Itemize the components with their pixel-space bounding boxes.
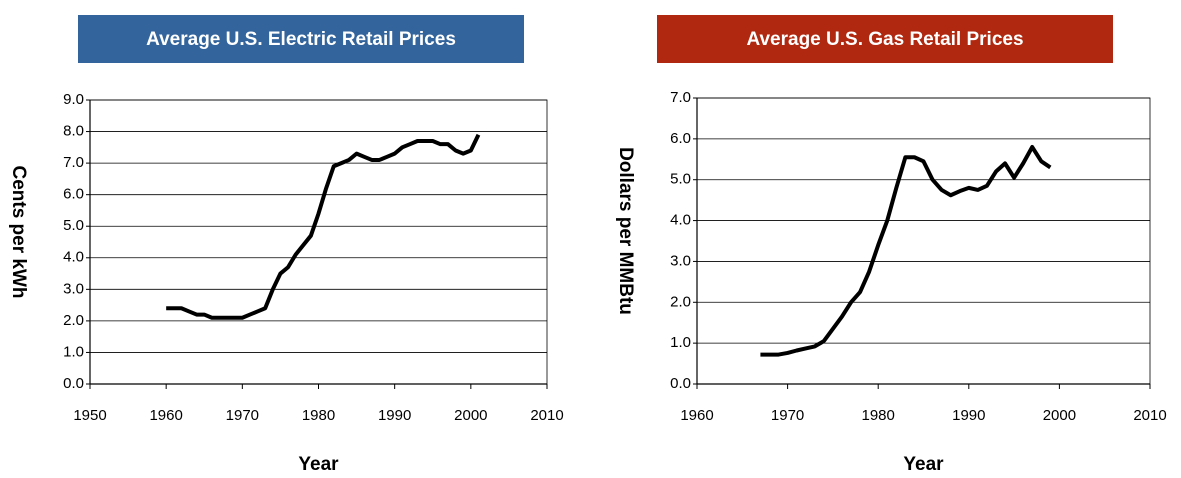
x-axis-title: Year	[903, 454, 944, 475]
x-tick-label: 2000	[1043, 407, 1076, 424]
y-tick-label: 7.0	[670, 89, 691, 106]
y-tick-label: 6.0	[670, 130, 691, 147]
x-tick-label: 1990	[378, 407, 411, 424]
y-tick-label: 1.0	[63, 343, 84, 360]
y-tick-label: 3.0	[63, 280, 84, 297]
x-tick-label: 1990	[952, 407, 985, 424]
x-tick-label: 1950	[73, 407, 106, 424]
x-tick-label: 2010	[1133, 407, 1166, 424]
y-tick-label: 6.0	[63, 186, 84, 203]
y-tick-label: 9.0	[63, 91, 84, 108]
x-tick-label: 2000	[454, 407, 487, 424]
x-tick-label: 1960	[680, 407, 713, 424]
chart-title: Average U.S. Gas Retail Prices	[746, 29, 1023, 50]
y-tick-label: 1.0	[670, 334, 691, 351]
x-axis-title: Year	[298, 454, 339, 475]
plot-frame	[696, 97, 1151, 385]
title-banner	[657, 15, 1113, 63]
x-tick-label: 1970	[226, 407, 259, 424]
y-axis-title: Dollars per MMBtu	[615, 147, 636, 315]
y-tick-label: 3.0	[670, 252, 691, 269]
line-series	[166, 133, 481, 320]
y-tick-label: 7.0	[63, 154, 84, 171]
plot-frame	[89, 99, 548, 385]
y-axis-title: Cents per kWh	[8, 165, 29, 298]
x-tick-label: 1980	[862, 407, 895, 424]
y-tick-label: 8.0	[63, 123, 84, 140]
y-tick-label: 5.0	[63, 217, 84, 234]
line-series	[760, 145, 1052, 357]
y-tick-label: 5.0	[670, 171, 691, 188]
y-tick-label: 2.0	[63, 312, 84, 329]
x-tick-label: 1970	[771, 407, 804, 424]
x-tick-label: 1980	[302, 407, 335, 424]
x-tick-label: 2010	[530, 407, 563, 424]
y-tick-label: 0.0	[63, 375, 84, 392]
title-banner	[78, 15, 524, 63]
y-tick-label: 0.0	[670, 375, 691, 392]
y-tick-label: 2.0	[670, 293, 691, 310]
x-tick-label: 1960	[149, 407, 182, 424]
y-tick-label: 4.0	[670, 212, 691, 229]
chart-title: Average U.S. Electric Retail Prices	[146, 29, 456, 50]
y-tick-label: 4.0	[63, 249, 84, 266]
